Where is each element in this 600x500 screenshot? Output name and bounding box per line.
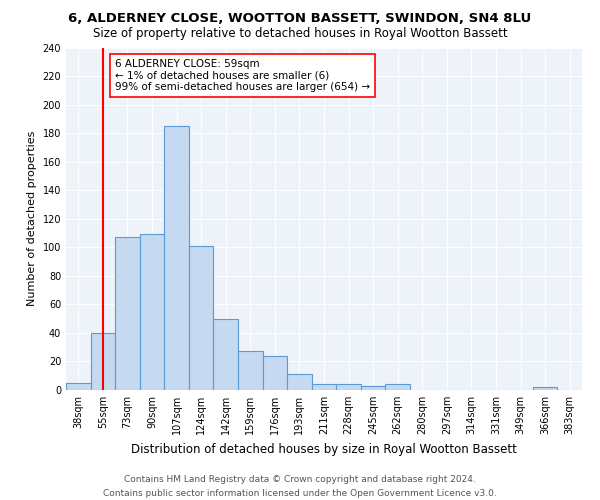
- Bar: [336, 384, 361, 390]
- Bar: [361, 386, 385, 390]
- X-axis label: Distribution of detached houses by size in Royal Wootton Bassett: Distribution of detached houses by size …: [131, 442, 517, 456]
- Text: 6 ALDERNEY CLOSE: 59sqm
← 1% of detached houses are smaller (6)
99% of semi-deta: 6 ALDERNEY CLOSE: 59sqm ← 1% of detached…: [115, 59, 370, 92]
- Bar: [66, 383, 91, 390]
- Text: Size of property relative to detached houses in Royal Wootton Bassett: Size of property relative to detached ho…: [92, 28, 508, 40]
- Bar: [287, 374, 312, 390]
- Bar: [385, 384, 410, 390]
- Text: Contains HM Land Registry data © Crown copyright and database right 2024.
Contai: Contains HM Land Registry data © Crown c…: [103, 476, 497, 498]
- Y-axis label: Number of detached properties: Number of detached properties: [27, 131, 37, 306]
- Bar: [238, 352, 263, 390]
- Bar: [115, 238, 140, 390]
- Text: 6, ALDERNEY CLOSE, WOOTTON BASSETT, SWINDON, SN4 8LU: 6, ALDERNEY CLOSE, WOOTTON BASSETT, SWIN…: [68, 12, 532, 26]
- Bar: [91, 333, 115, 390]
- Bar: [164, 126, 189, 390]
- Bar: [263, 356, 287, 390]
- Bar: [312, 384, 336, 390]
- Bar: [533, 387, 557, 390]
- Bar: [214, 318, 238, 390]
- Bar: [140, 234, 164, 390]
- Bar: [189, 246, 214, 390]
